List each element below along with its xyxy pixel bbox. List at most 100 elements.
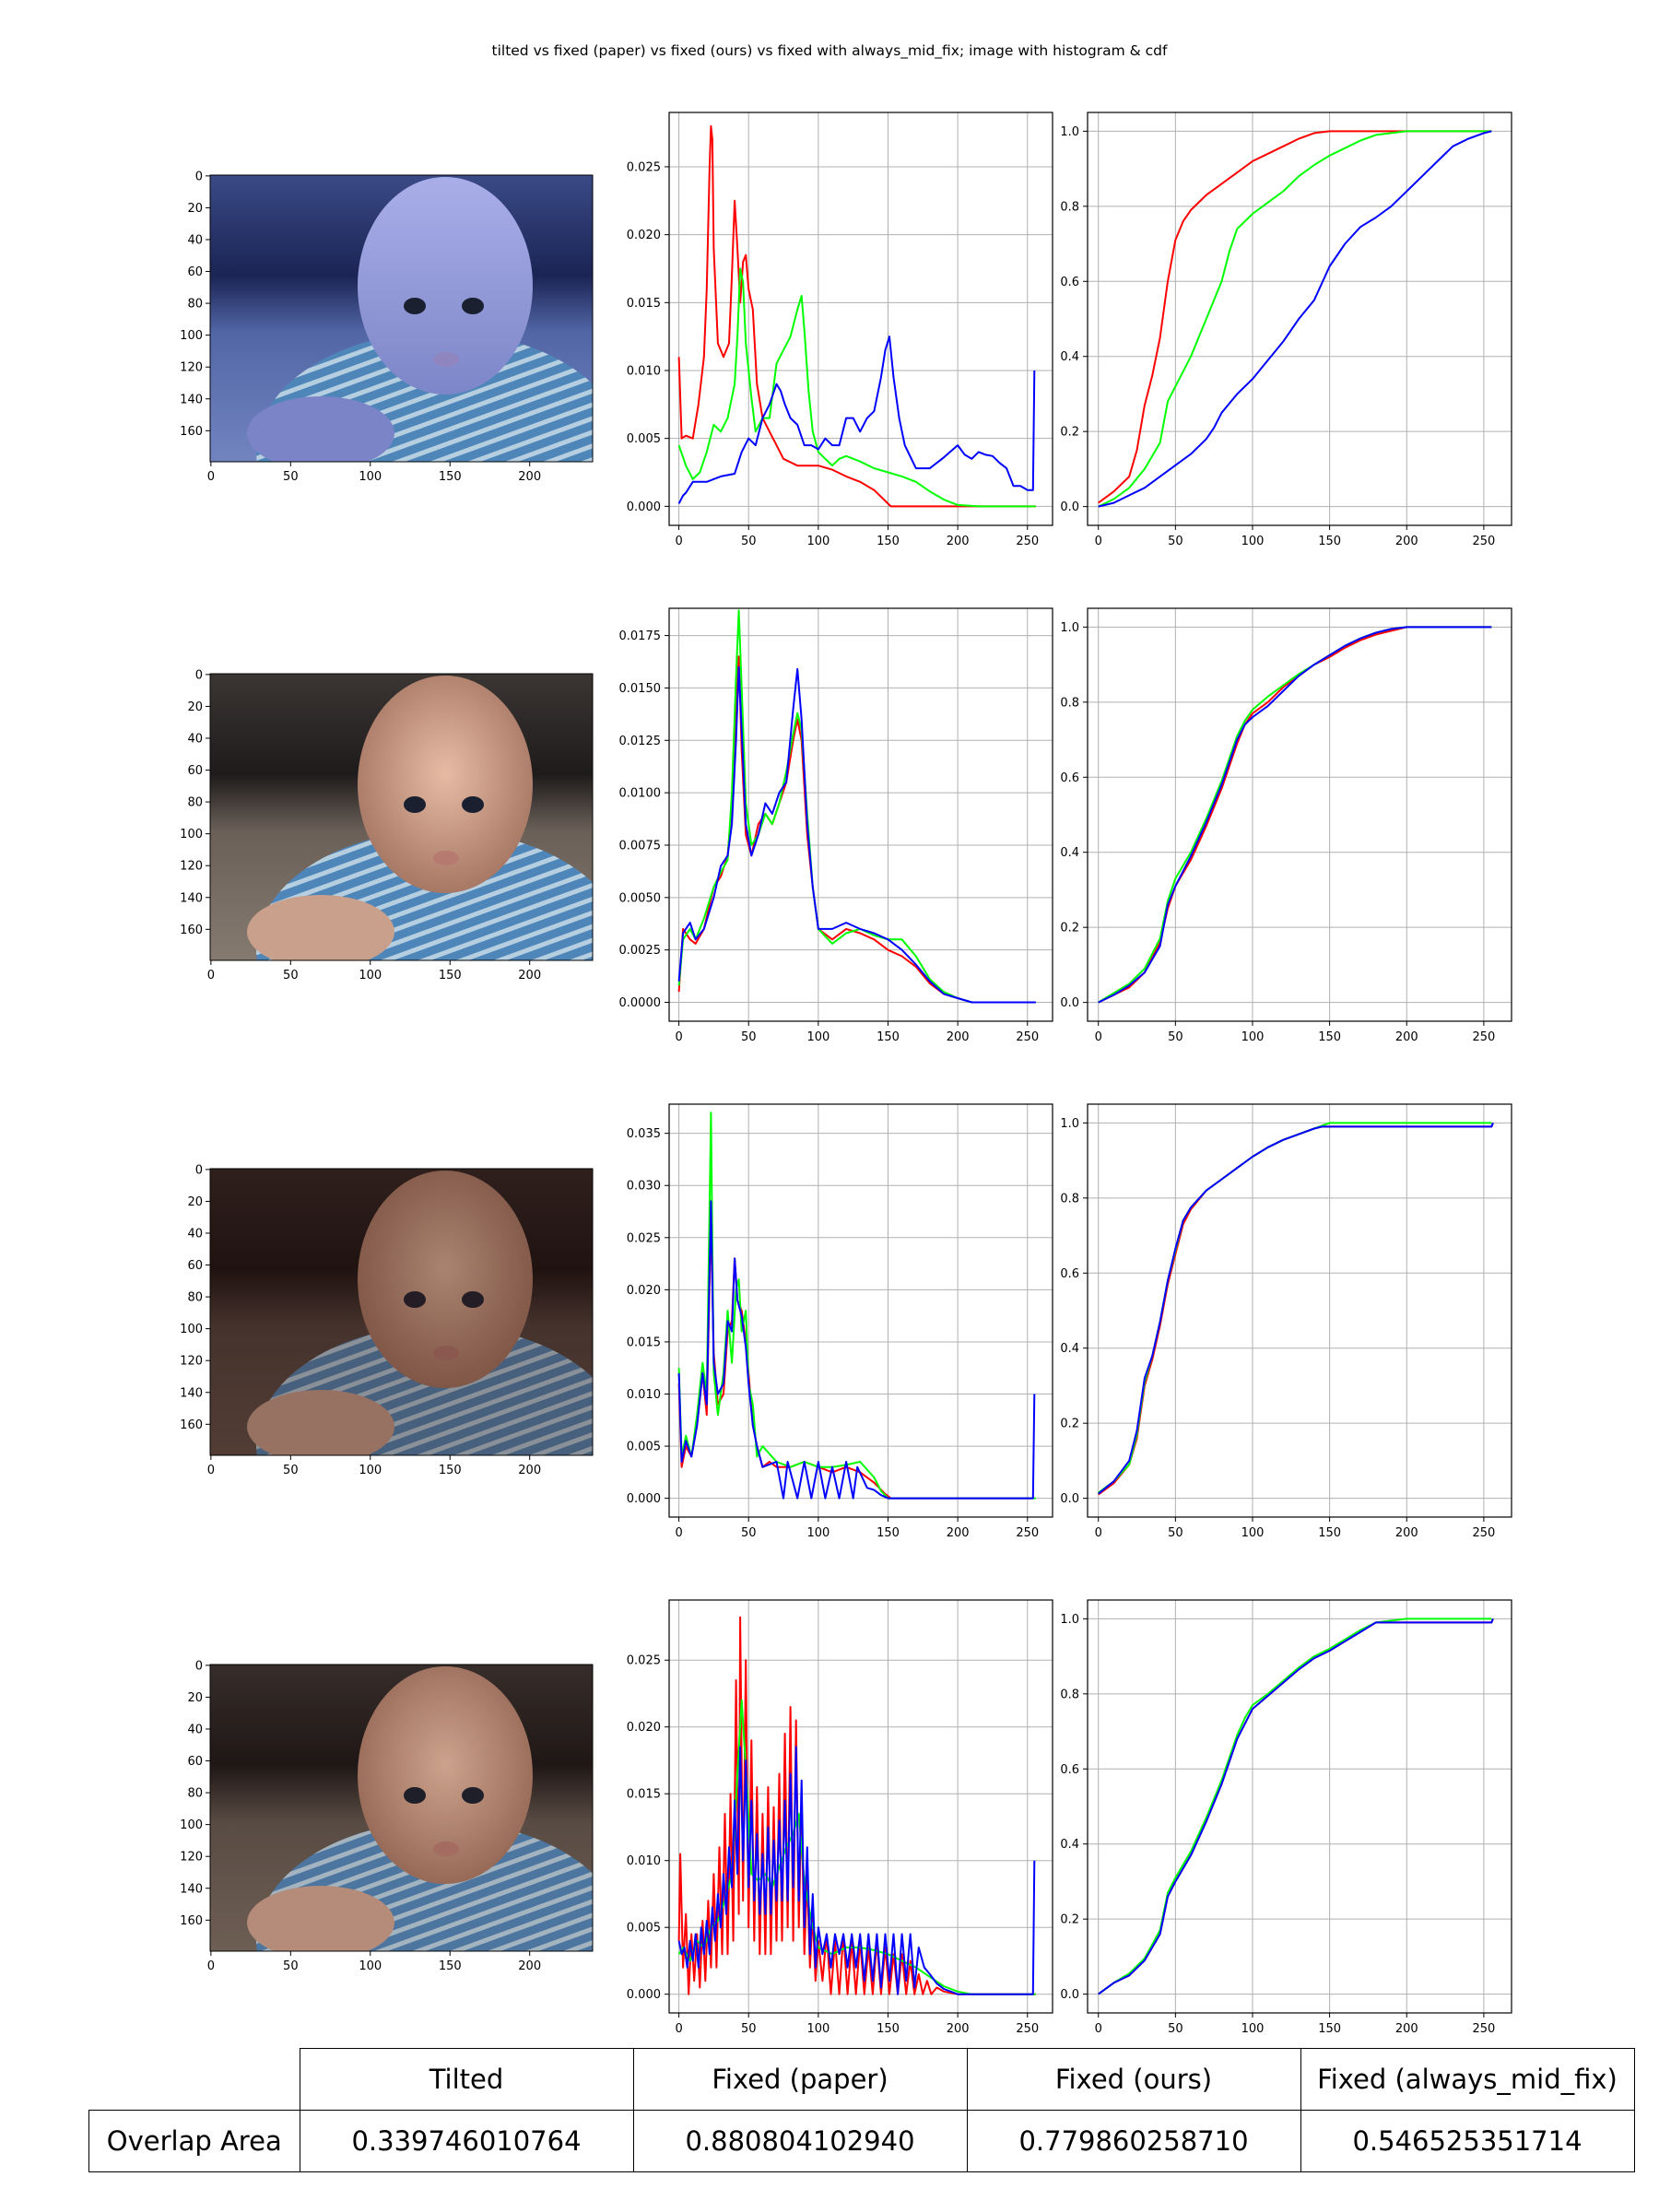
x-tick-label: 200 [518,969,541,982]
y-tick-label: 40 [187,732,203,746]
y-tick-label: 40 [187,1723,203,1736]
table-header-row: Tilted Fixed (paper) Fixed (ours) Fixed … [88,2048,1635,2111]
y-tick-label: 80 [187,1291,203,1305]
y-tick-label: 0.025 [627,1231,661,1245]
y-tick-label: 0.4 [1060,350,1079,364]
x-tick-label: 0 [675,535,682,548]
x-tick-label: 50 [741,2022,757,2036]
histogram-panels: 0 50 100 150 200 250 0.000 0.005 0.010 0.015 0.020… [619,112,1053,2036]
table-row-label: Overlap Area [88,2110,300,2172]
x-tick-label: 50 [283,1464,299,1477]
y-tick-label: 0.0025 [619,944,662,958]
y-tick-label: 120 [180,361,203,375]
plot-axes: 0 50 100 150 200 250 0.0000 0.0025 0.0050 0.0075 0… [619,607,1053,1044]
x-tick-label: 100 [1241,1030,1265,1044]
x-tick-label: 0 [207,470,215,484]
y-tick-label: 0.0000 [619,996,662,1010]
table-cell: 0.779860258710 [966,2110,1301,2172]
x-tick-label: 250 [1016,2022,1039,2036]
y-tick-label: 0.2 [1060,922,1079,935]
plot-axes: 0 50 100 150 200 250 0.0 0.2 0.4 0.6 0.8 1.0 [1060,112,1512,548]
y-tick-label: 0.005 [627,1441,661,1454]
table-header-cell: Fixed (ours) [966,2048,1301,2111]
y-tick-label: 0.030 [627,1180,661,1194]
y-tick-label: 0 [195,1163,203,1177]
x-tick-label: 150 [1318,535,1341,548]
photo-frame [209,673,594,961]
y-tick-label: 0.000 [627,500,661,514]
blue-series-line [1098,1618,1494,1995]
y-tick-label: 0.0150 [619,682,662,696]
x-tick-label: 200 [518,1464,541,1477]
table-header-cell: Tilted [299,2048,634,2111]
photo-frame [209,1168,594,1456]
x-tick-label: 200 [1395,1526,1418,1540]
x-tick-label: 50 [1168,2022,1183,2036]
y-tick-label: 140 [180,891,203,905]
y-tick-label: 0.0050 [619,891,662,905]
plot-frame [668,1599,1053,2014]
x-tick-label: 200 [947,1526,970,1540]
table-header-cell: Fixed (always_mid_fix) [1300,2048,1635,2111]
blue-series-line [677,335,1036,504]
cdf-panels: 0 50 100 150 200 250 0.0 0.2 0.4 0.6 0.8 1.0 0 50 100 1… [1060,112,1512,2036]
plot-frame [1087,1599,1512,2014]
y-tick-label: 140 [180,1386,203,1400]
y-tick-label: 0.4 [1060,846,1079,860]
plot-axes: 0 50 100 150 200 250 0.000 0.005 0.010 0.015 0.020… [627,1599,1053,2036]
eye-shape [404,1291,426,1308]
x-tick-label: 200 [518,1959,541,1973]
green-series-line [677,609,1036,1004]
x-tick-label: 50 [283,470,299,484]
x-tick-label: 100 [1241,1526,1265,1540]
blue-series-line [677,1200,1036,1500]
y-tick-label: 0.4 [1060,1838,1079,1852]
plot-area [1088,1104,1512,1517]
arm-shape [247,1390,394,1455]
blue-series-line [1098,130,1492,508]
x-tick-label: 100 [1241,535,1265,548]
x-tick-label: 250 [1472,2022,1495,2036]
x-tick-label: 200 [1395,535,1418,548]
blue-series-line [1098,1123,1494,1495]
y-tick-label: 0.2 [1060,1418,1079,1431]
red-series-line [677,124,1036,508]
eye-shape [462,1787,484,1804]
plot-area [669,608,1053,1021]
blue-series-line [677,665,1036,1004]
green-series-line [1098,130,1492,508]
y-tick-label: 80 [187,1787,203,1801]
x-tick-label: 0 [675,1526,682,1540]
y-tick-label: 60 [187,1259,203,1273]
y-tick-label: 0.015 [627,1335,661,1349]
y-tick-label: 0.2 [1060,1913,1079,1927]
y-tick-label: 1.0 [1060,125,1079,139]
plot-frame [668,607,1053,1022]
y-tick-label: 0.010 [627,365,661,379]
x-tick-label: 100 [359,1464,382,1477]
y-tick-label: 60 [187,764,203,778]
eye-shape [404,796,426,813]
x-tick-label: 200 [1395,1030,1418,1044]
plot-area [1088,608,1512,1021]
x-tick-label: 50 [1168,1030,1183,1044]
y-tick-label: 0.0175 [619,629,662,643]
mouth-shape [433,851,459,865]
table-corner-cell [88,2048,300,2111]
face-shape [358,676,533,893]
x-tick-label: 150 [877,2022,900,2036]
green-series-line [677,267,1036,508]
x-tick-label: 150 [877,1526,900,1540]
x-tick-label: 0 [207,1464,215,1477]
plot-frame [668,1103,1053,1518]
y-tick-label: 0.005 [627,432,661,446]
x-tick-label: 150 [1318,1030,1341,1044]
y-tick-label: 0 [195,1659,203,1673]
y-tick-label: 0 [195,668,203,682]
x-tick-label: 150 [439,969,462,982]
table-row: Overlap Area 0.339746010764 0.8808041029… [88,2110,1635,2172]
y-tick-label: 100 [180,1323,203,1336]
y-tick-label: 160 [180,1914,203,1928]
y-tick-label: 80 [187,298,203,312]
